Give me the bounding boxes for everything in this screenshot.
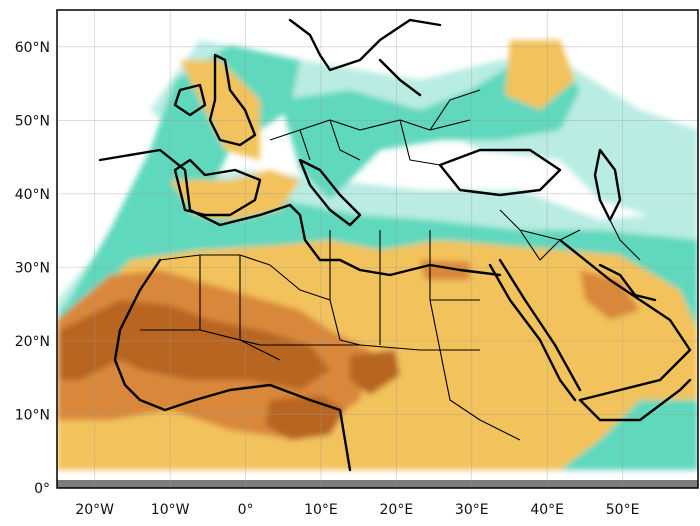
border-middle-east bbox=[499, 199, 641, 261]
latitude-axis: 0° 10°N 20°N 30°N 40°N 50°N 60°N bbox=[15, 40, 50, 497]
coast-ireland bbox=[173, 83, 207, 117]
border-sahara-central bbox=[329, 230, 480, 351]
longitude-tick-label: 10°W bbox=[151, 502, 190, 518]
longitude-tick-label: 10°E bbox=[304, 502, 338, 518]
missing-data-band bbox=[57, 480, 698, 488]
border-europe bbox=[269, 89, 481, 166]
coast-europe-atlantic bbox=[98, 148, 502, 277]
coast-persian-gulf bbox=[598, 263, 657, 302]
border-sahara-west bbox=[159, 254, 331, 361]
coast-horn-of-africa bbox=[578, 378, 692, 422]
coast-scandinavia bbox=[288, 18, 442, 97]
latitude-tick-label: 0° bbox=[34, 481, 50, 497]
longitude-tick-label: 40°E bbox=[530, 502, 564, 518]
country-borders bbox=[140, 89, 641, 441]
latitude-tick-label: 10°N bbox=[15, 407, 50, 423]
coastlines bbox=[98, 18, 692, 472]
coast-red-sea bbox=[488, 258, 582, 402]
field-brown-core-chad bbox=[350, 350, 400, 395]
coast-black-sea bbox=[438, 148, 562, 197]
latitude-tick-label: 50°N bbox=[15, 113, 50, 129]
map-frame bbox=[56, 9, 699, 489]
longitude-tick-label: 50°E bbox=[606, 502, 640, 518]
longitude-tick-label: 20°E bbox=[380, 502, 414, 518]
longitude-tick-label: 0° bbox=[238, 502, 254, 518]
field-orange-arabia bbox=[580, 270, 640, 320]
coast-great-britain bbox=[208, 53, 257, 147]
latitude-tick-label: 40°N bbox=[15, 187, 50, 203]
coast-arabia bbox=[558, 238, 692, 402]
latitude-tick-label: 20°N bbox=[15, 334, 50, 350]
coast-italy bbox=[298, 158, 362, 227]
latitude-tick-label: 30°N bbox=[15, 260, 50, 276]
field-gold-eastern-europe bbox=[505, 40, 575, 110]
border-sahel bbox=[140, 329, 521, 441]
field-brown-core-west bbox=[60, 300, 330, 390]
field-gold-iberia bbox=[170, 170, 300, 220]
longitude-axis: 20°W 10°W 0° 10°E 20°E 30°E 40°E 50°E bbox=[75, 502, 639, 518]
longitude-tick-label: 20°W bbox=[75, 502, 114, 518]
longitude-tick-label: 30°E bbox=[455, 502, 489, 518]
coast-west-africa bbox=[113, 258, 352, 472]
latitude-tick-label: 60°N bbox=[15, 40, 50, 56]
coast-iberia bbox=[173, 158, 262, 217]
